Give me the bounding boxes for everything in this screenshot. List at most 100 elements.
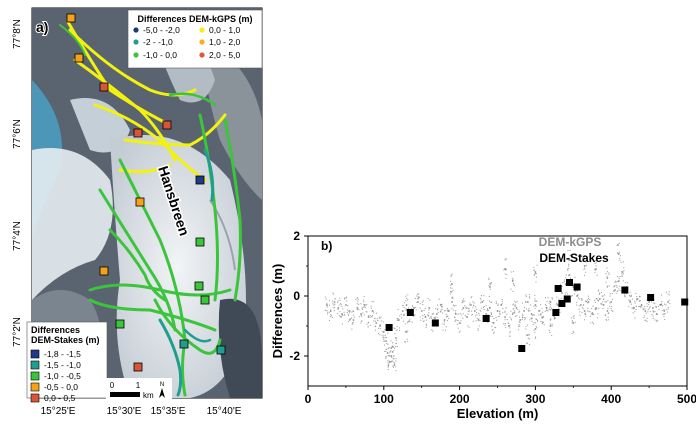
kgps-point <box>584 254 586 257</box>
panel-label-a: a) <box>36 19 48 35</box>
kgps-point <box>629 291 631 294</box>
kgps-point <box>598 307 600 309</box>
kgps-point <box>462 307 465 309</box>
kgps-point <box>466 316 469 318</box>
kgps-point <box>423 309 425 311</box>
kgps-point <box>522 315 524 317</box>
kgps-point <box>638 306 640 308</box>
kgps-point <box>357 307 359 309</box>
kgps-point <box>332 303 334 305</box>
kgps-point <box>461 302 463 304</box>
kgps-point <box>608 285 610 287</box>
kgps-point <box>416 295 418 297</box>
kgps-point <box>403 302 406 304</box>
kgps-point <box>431 328 433 331</box>
kgps-point <box>457 320 459 322</box>
kgps-point <box>498 315 500 317</box>
kgps-point <box>587 299 589 301</box>
kgps-point <box>472 307 474 309</box>
kgps-point <box>409 318 411 320</box>
kgps-point <box>341 323 343 325</box>
kgps-point <box>527 337 529 339</box>
kgps-point <box>364 306 366 308</box>
kgps-point <box>608 273 610 276</box>
legend-stakes-label: -1,8 - -1,5 <box>44 349 81 359</box>
kgps-point <box>536 319 539 321</box>
kgps-point <box>384 329 386 331</box>
kgps-point <box>569 254 572 256</box>
kgps-point <box>533 322 535 324</box>
kgps-point <box>509 330 511 332</box>
kgps-point <box>533 269 535 271</box>
kgps-point <box>374 320 376 322</box>
kgps-point <box>414 297 417 300</box>
kgps-point <box>579 314 581 317</box>
kgps-point <box>573 331 575 334</box>
legend-stakes-label: -0,5 - 0,0 <box>44 382 78 392</box>
kgps-point <box>381 334 383 336</box>
kgps-point <box>429 316 432 318</box>
kgps-point <box>518 324 520 326</box>
kgps-point <box>534 307 536 309</box>
y-tick-label: 0 <box>293 289 300 303</box>
kgps-point <box>582 255 584 257</box>
kgps-point <box>415 306 417 308</box>
kgps-point <box>465 306 467 308</box>
kgps-point <box>602 301 604 303</box>
lat-label-1: 77°8'N <box>12 19 23 49</box>
kgps-point <box>549 306 551 308</box>
kgps-point <box>647 311 649 313</box>
stake-marker <box>195 175 205 185</box>
kgps-point <box>403 313 405 315</box>
kgps-point <box>636 298 639 300</box>
kgps-point <box>383 340 385 342</box>
kgps-point <box>445 326 447 328</box>
kgps-point <box>595 259 597 262</box>
kgps-point <box>385 356 387 358</box>
kgps-point <box>493 318 495 320</box>
kgps-point <box>639 296 641 298</box>
kgps-point <box>634 311 636 313</box>
kgps-point <box>549 323 551 325</box>
kgps-point <box>446 307 449 310</box>
kgps-point <box>618 285 621 287</box>
kgps-point <box>579 304 582 306</box>
kgps-point <box>436 316 438 318</box>
kgps-point <box>390 355 393 357</box>
legend-stakes-label: -1,5 - -1,0 <box>44 360 81 370</box>
kgps-point <box>606 286 608 288</box>
kgps-point <box>512 311 514 314</box>
kgps-point <box>395 370 397 372</box>
kgps-point <box>577 294 579 297</box>
kgps-point <box>387 363 389 365</box>
legend-stakes-label: DEM-Stakes <box>539 251 609 265</box>
kgps-point <box>428 312 430 314</box>
kgps-point <box>597 289 600 291</box>
kgps-point <box>584 313 586 315</box>
kgps-point <box>609 295 611 297</box>
kgps-point <box>417 296 419 298</box>
kgps-point <box>387 348 389 350</box>
kgps-point <box>404 341 406 343</box>
kgps-point <box>573 317 575 320</box>
kgps-point <box>379 334 381 336</box>
kgps-point <box>630 295 632 297</box>
kgps-point <box>530 317 533 319</box>
kgps-point <box>389 350 391 352</box>
kgps-point <box>443 321 445 323</box>
kgps-point <box>385 336 387 339</box>
kgps-point <box>380 320 382 322</box>
kgps-point <box>504 324 506 326</box>
stake-marker <box>135 197 145 207</box>
kgps-point <box>442 323 444 325</box>
kgps-point <box>389 361 391 363</box>
kgps-point <box>343 311 345 313</box>
kgps-point <box>589 311 591 313</box>
kgps-point <box>360 322 362 324</box>
kgps-point <box>428 309 430 311</box>
kgps-point <box>483 295 485 297</box>
stake-point <box>573 283 581 291</box>
kgps-point <box>407 321 409 323</box>
kgps-point <box>658 308 660 310</box>
kgps-point <box>549 331 551 334</box>
